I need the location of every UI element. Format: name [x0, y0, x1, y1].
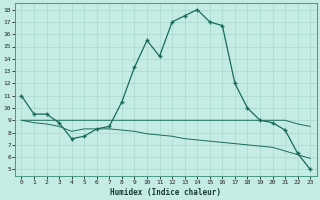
X-axis label: Humidex (Indice chaleur): Humidex (Indice chaleur): [110, 188, 221, 197]
